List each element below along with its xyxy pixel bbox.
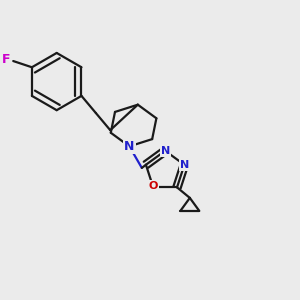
Text: F: F bbox=[2, 53, 10, 66]
Text: N: N bbox=[160, 146, 170, 156]
Text: O: O bbox=[148, 181, 158, 191]
Text: N: N bbox=[124, 140, 135, 153]
Text: N: N bbox=[180, 160, 189, 170]
